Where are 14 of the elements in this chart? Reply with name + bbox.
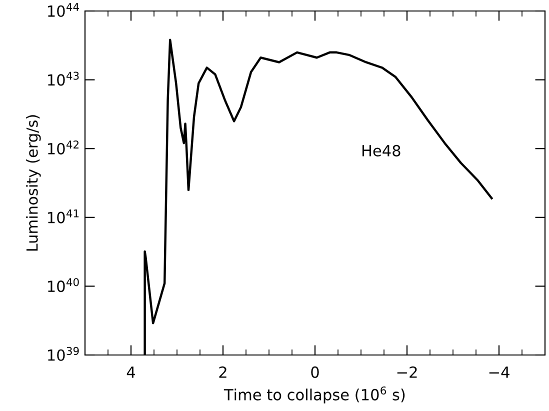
x-tick-label: 2 bbox=[219, 366, 226, 378]
y-tick-label: 10$^{40}$ bbox=[48, 278, 79, 292]
x-tick-label: −4 bbox=[489, 366, 510, 378]
x-tick-label: 0 bbox=[311, 366, 319, 378]
x-tick-label: 4 bbox=[126, 366, 136, 378]
x-axis-title: Time to collapse (10$^{6}$ s) bbox=[224, 386, 405, 404]
y-tick-label: 10$^{42}$ bbox=[48, 140, 78, 155]
y-tick-label: 10$^{39}$ bbox=[48, 346, 79, 361]
y-tick-label: 10$^{44}$ bbox=[48, 3, 79, 17]
y-axis-title: Luminosity (erg/s) bbox=[26, 115, 41, 251]
text: He48 bbox=[362, 144, 400, 156]
y-tick-label: 10$^{41}$ bbox=[48, 209, 79, 224]
y-tick-label: 10$^{43}$ bbox=[48, 72, 79, 86]
x-tick-label: −2 bbox=[397, 366, 417, 378]
